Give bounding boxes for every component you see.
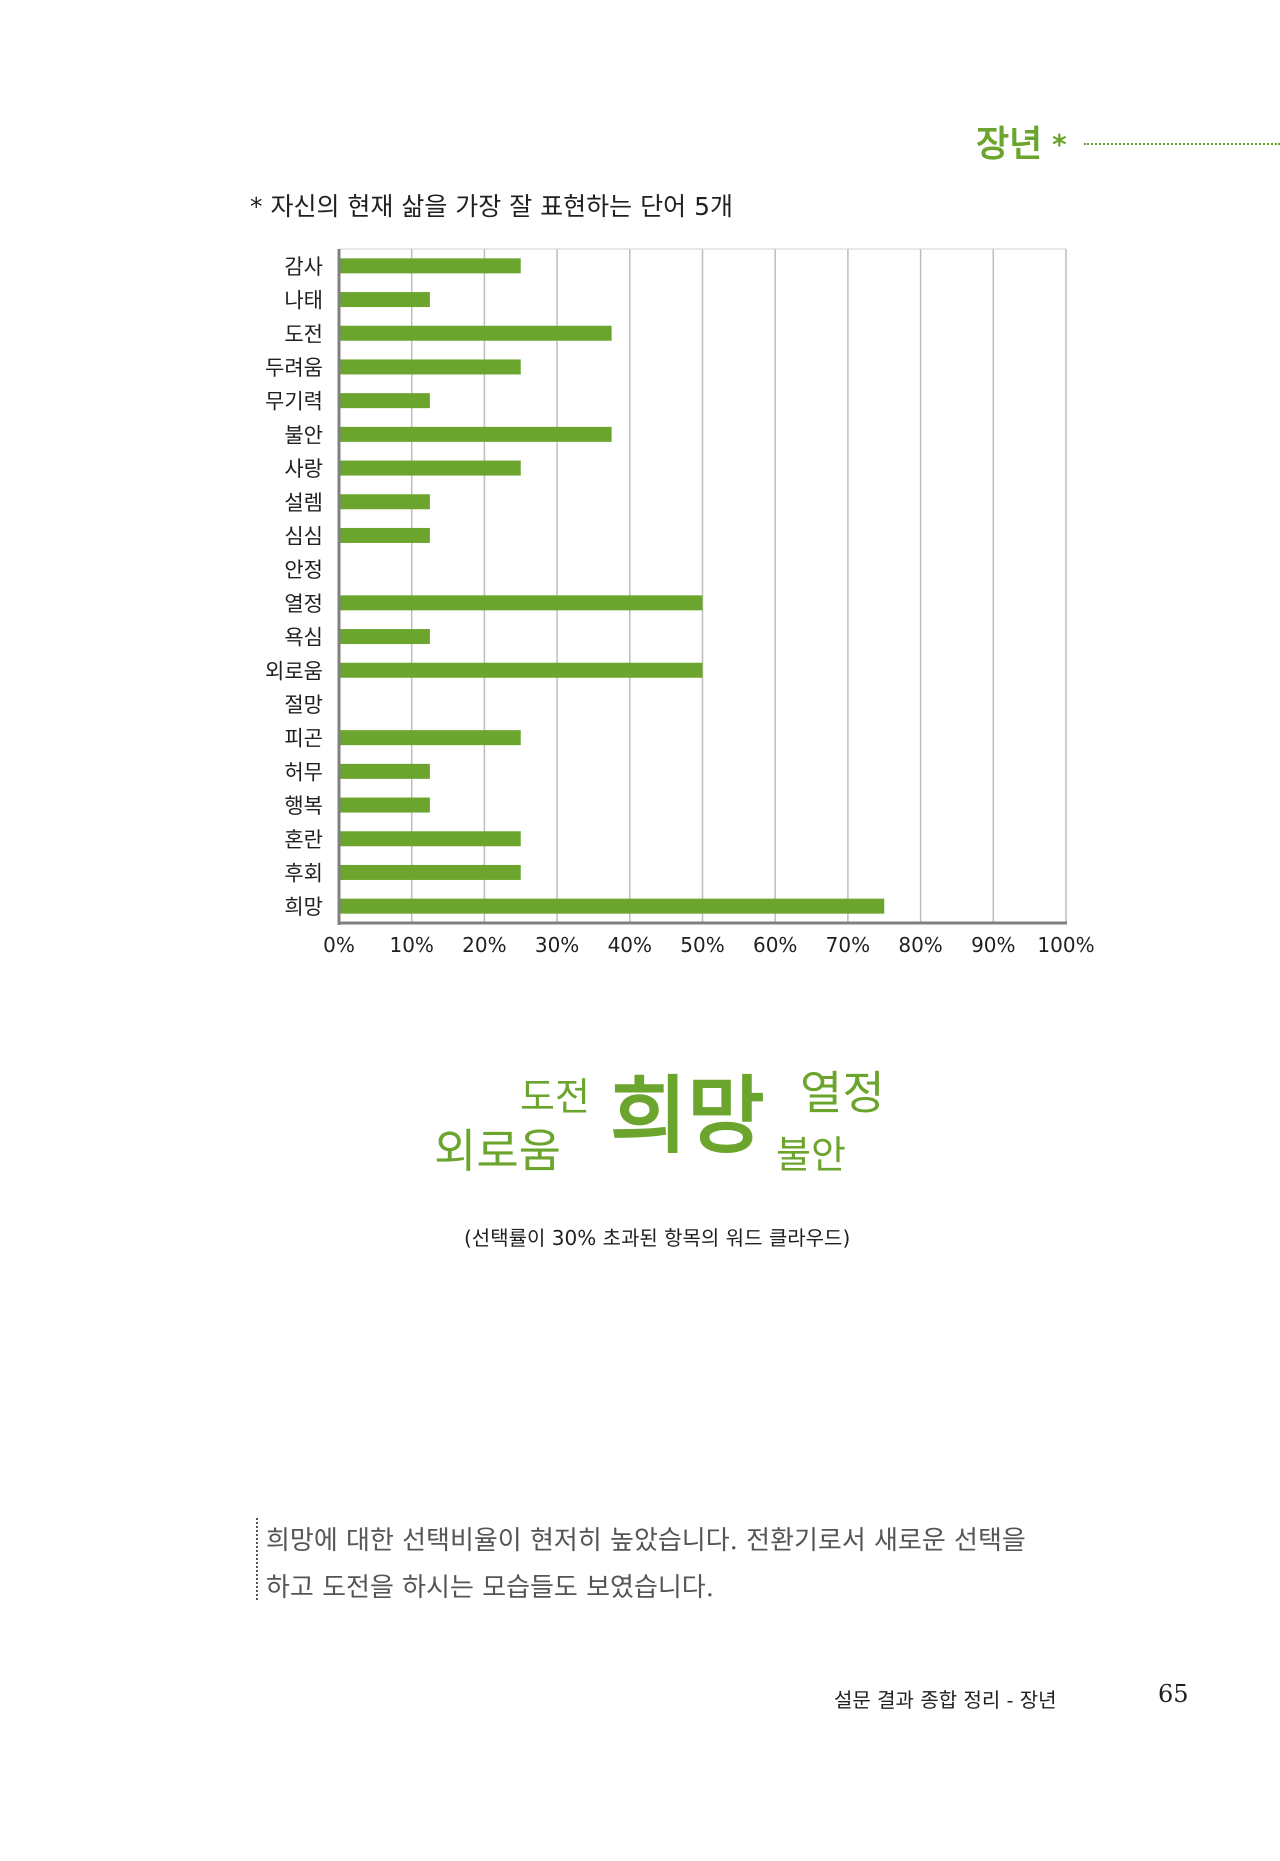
x-tick-label: 30% <box>535 933 579 957</box>
bar <box>339 460 521 476</box>
category-label: 도전 <box>284 322 323 346</box>
footer-label: 설문 결과 종합 정리 - 장년 <box>834 1688 1057 1712</box>
bar <box>339 763 430 779</box>
category-label: 안정 <box>284 558 323 582</box>
section-asterisk: * <box>1052 128 1067 161</box>
cloud-word-challenge: 도전 <box>520 1075 590 1119</box>
category-label: 불안 <box>284 423 323 447</box>
summary-line-2: 하고 도전을 하시는 모습들도 보였습니다. <box>266 1573 714 1603</box>
bar <box>339 494 430 510</box>
section-title: 장년 <box>976 124 1043 165</box>
cloud-word-loneliness: 외로움 <box>434 1124 561 1178</box>
category-label: 피곤 <box>284 727 323 751</box>
category-label: 행복 <box>284 794 323 818</box>
category-label: 희망 <box>284 895 323 919</box>
category-label: 사랑 <box>284 457 323 481</box>
bar <box>339 662 703 678</box>
x-tick-label: 0% <box>323 933 355 957</box>
bar <box>339 864 521 880</box>
category-label: 무기력 <box>265 390 323 414</box>
x-tick-label: 10% <box>389 933 433 957</box>
summary-box: 희망에 대한 선택비율이 현저히 높았습니다. 전환기로서 새로운 선택을 하고… <box>256 1518 1126 1603</box>
cloud-word-passion: 열정 <box>800 1066 885 1120</box>
x-tick-label: 80% <box>898 933 942 957</box>
x-tick-label: 20% <box>462 933 506 957</box>
summary-line-1: 희망에 대한 선택비율이 현저히 높았습니다. 전환기로서 새로운 선택을 <box>266 1526 1026 1556</box>
category-label: 혼란 <box>284 828 323 852</box>
word-cloud-caption: (선택률이 30% 초과된 항목의 워드 클라우드) <box>464 1226 851 1250</box>
category-label: 설렘 <box>284 491 323 515</box>
x-tick-label: 90% <box>971 933 1015 957</box>
category-label: 욕심 <box>284 626 323 650</box>
bar <box>339 831 521 847</box>
category-label: 외로움 <box>265 659 323 683</box>
chart-title: * 자신의 현재 삶을 가장 잘 표현하는 단어 5개 <box>250 192 733 221</box>
x-tick-label: 70% <box>826 933 870 957</box>
bar <box>339 730 521 746</box>
header-dotted-rule <box>1084 143 1280 145</box>
category-label: 후회 <box>284 861 323 885</box>
x-tick-label: 40% <box>608 933 652 957</box>
bar <box>339 797 430 813</box>
category-label: 열정 <box>284 592 323 616</box>
bar <box>339 325 612 341</box>
cloud-word-hope: 희망 <box>610 1067 765 1165</box>
category-label: 감사 <box>284 255 323 279</box>
bar <box>339 426 612 442</box>
x-tick-label: 100% <box>1037 933 1094 957</box>
bar <box>339 898 885 914</box>
page-number: 65 <box>1158 1680 1189 1708</box>
category-label: 두려움 <box>265 356 323 380</box>
cloud-word-anxiety: 불안 <box>776 1133 846 1177</box>
bar <box>339 292 430 308</box>
bar <box>339 595 703 611</box>
bar <box>339 359 521 375</box>
bar <box>339 629 430 645</box>
bar <box>339 258 521 274</box>
bar-chart: 감사나태도전두려움무기력불안사랑설렘심심안정열정욕심외로움절망피곤허무행복혼란후… <box>265 248 1095 957</box>
x-tick-label: 50% <box>680 933 724 957</box>
bar <box>339 527 430 543</box>
category-label: 심심 <box>284 524 323 548</box>
x-tick-label: 60% <box>753 933 797 957</box>
category-label: 허무 <box>284 760 323 784</box>
category-label: 나태 <box>284 289 323 313</box>
bar <box>339 393 430 409</box>
category-label: 절망 <box>284 693 323 717</box>
